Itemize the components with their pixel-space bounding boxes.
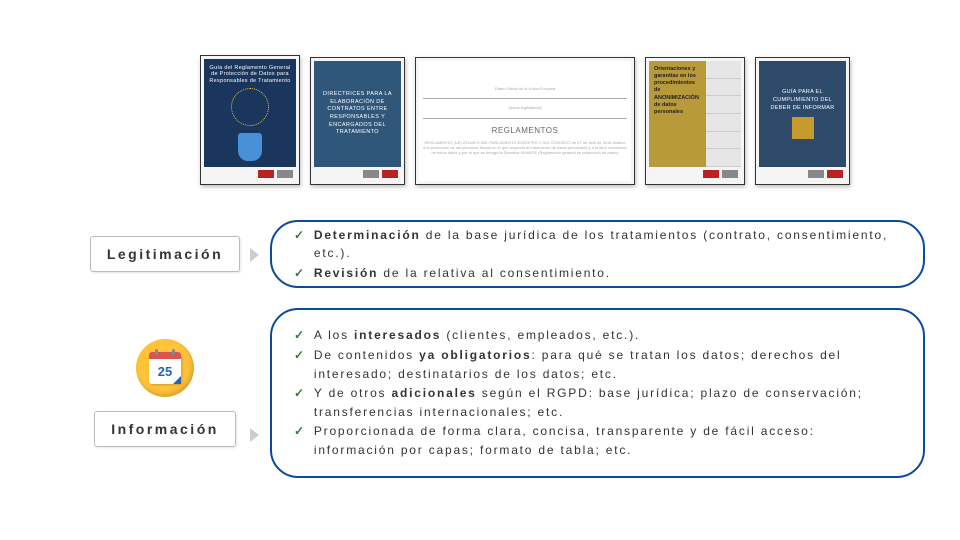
thumb4-text: Orientaciones y garantías en los procedi… — [649, 61, 706, 167]
check-icon: ✓ — [294, 346, 306, 383]
row-legitimacion: Legitimación ✓Determinación de la base j… — [60, 220, 925, 288]
thumb3-header: Diario Oficial de la Unión Europea — [495, 87, 555, 92]
logo-icon — [258, 170, 274, 178]
logo-icon — [827, 170, 843, 178]
thumb3-title: REGLAMENTOS — [492, 126, 559, 135]
thumb2-footer — [314, 167, 401, 181]
label-col-info: 25 Información — [60, 308, 270, 478]
thumbnails-row: Guía del Reglamento General de Protecció… — [200, 55, 850, 185]
arrow-right-icon — [250, 248, 259, 262]
bubble-informacion: ✓ A los interesados (clientes, empleados,… — [270, 308, 925, 478]
thumb1-title: Guía del Reglamento General de Protecció… — [208, 65, 292, 85]
square-icon — [792, 117, 814, 139]
label-informacion: Información — [94, 411, 236, 447]
check-icon: ✓ — [294, 226, 306, 263]
thumb-anonimizacion: Orientaciones y garantías en los procedi… — [645, 57, 745, 185]
thumb5-text: GUÍA PARA EL CUMPLIMIENTO DEL DEBER DE I… — [763, 89, 842, 112]
shield-icon — [238, 133, 262, 161]
logo-icon — [277, 170, 293, 178]
bullet-item: ✓Y de otros adicionales según el RGPD: b… — [294, 384, 901, 421]
bullet-text: Proporcionada de forma clara, concisa, t… — [314, 422, 901, 459]
thumb3-sub: (Actos legislativos) — [508, 106, 541, 111]
bullet-item: ✓Proporcionada de forma clara, concisa, … — [294, 422, 901, 459]
bullet-item: ✓De contenidos ya obligatorios: para qué… — [294, 346, 901, 383]
thumb-guia-informar: GUÍA PARA EL CUMPLIMIENTO DEL DEBER DE I… — [755, 57, 850, 185]
thumb4-stripes — [706, 61, 741, 167]
bullet-text: A los interesados (clientes, empleados, … — [314, 326, 640, 345]
check-icon: ✓ — [294, 422, 306, 459]
arrow-right-icon — [250, 428, 259, 442]
thumb-gdpr-guide: Guía del Reglamento General de Protecció… — [200, 55, 300, 185]
thumb1-footer — [204, 167, 296, 181]
eu-stars-icon — [231, 88, 269, 126]
bullet-item: ✓ Revisión de la relativa al consentimien… — [294, 264, 901, 283]
info-list: ✓ A los interesados (clientes, empleados,… — [294, 325, 901, 460]
check-icon: ✓ — [294, 326, 306, 345]
thumb2-text: DIRECTRICES PARA LA ELABORACIÓN DE CONTR… — [314, 61, 401, 167]
logo-icon — [363, 170, 379, 178]
label-col-legit: Legitimación — [60, 220, 270, 288]
slide-canvas: Guía del Reglamento General de Protecció… — [0, 0, 960, 540]
thumb-reglamentos: Diario Oficial de la Unión Europea (Acto… — [415, 57, 635, 185]
thumb3-fine: REGLAMENTO (UE) 2016/679 DEL PARLAMENTO … — [423, 141, 627, 155]
label-legitimacion: Legitimación — [90, 236, 240, 272]
logo-icon — [382, 170, 398, 178]
thumb5-footer — [759, 167, 846, 181]
bullet-text: De contenidos ya obligatorios: para qué … — [314, 346, 901, 383]
bullet-item: ✓Determinación de la base jurídica de lo… — [294, 226, 901, 263]
check-icon: ✓ — [294, 264, 306, 283]
thumb4-footer — [649, 167, 741, 181]
bullet-text: Y de otros adicionales según el RGPD: ba… — [314, 384, 901, 421]
row-informacion: 25 Información ✓ A los interesados (clien… — [60, 308, 925, 478]
bullet-text: Revisión de la relativa al consentimient… — [314, 264, 611, 283]
calendar-icon: 25 — [136, 339, 194, 397]
logo-icon — [808, 170, 824, 178]
bubble-legitimacion: ✓Determinación de la base jurídica de lo… — [270, 220, 925, 288]
check-icon: ✓ — [294, 384, 306, 421]
legit-list: ✓Determinación de la base jurídica de lo… — [294, 225, 901, 284]
logo-icon — [703, 170, 719, 178]
bullet-item: ✓ A los interesados (clientes, empleados,… — [294, 326, 901, 345]
logo-icon — [722, 170, 738, 178]
bullet-text: Determinación de la base jurídica de los… — [314, 226, 901, 263]
thumb-directrices: DIRECTRICES PARA LA ELABORACIÓN DE CONTR… — [310, 57, 405, 185]
